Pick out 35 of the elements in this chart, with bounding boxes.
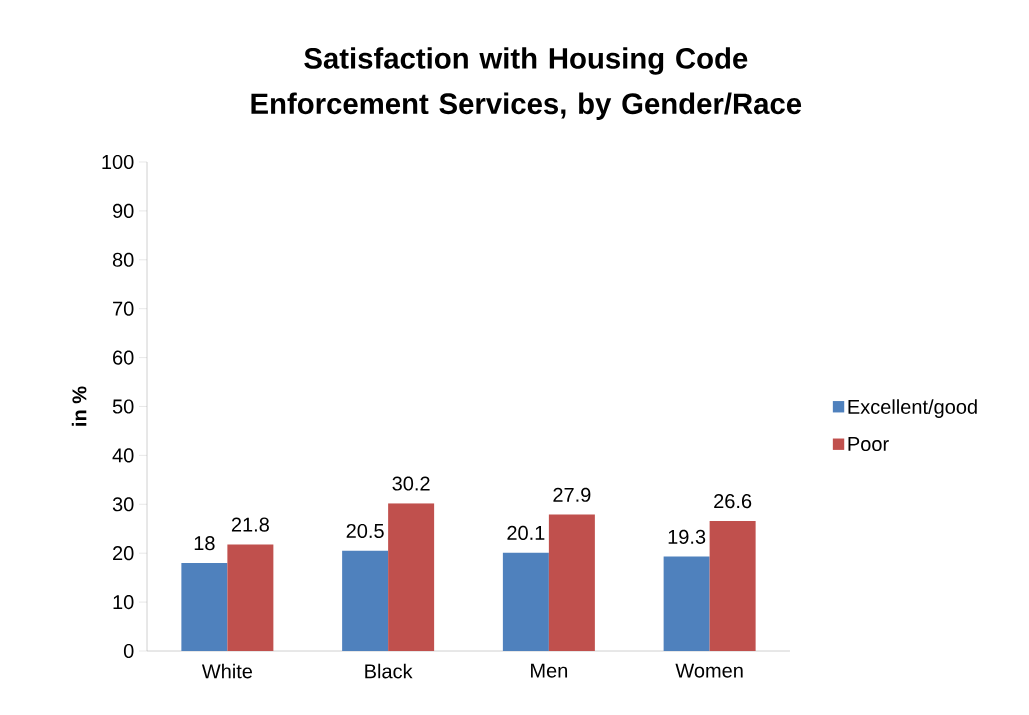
x-tick-label: Men	[531, 663, 568, 678]
x-tick-label: White	[201, 663, 253, 679]
y-tick-label: 100	[102, 154, 134, 170]
y-tick-label: 70	[113, 301, 134, 316]
data-label: 27.9	[553, 487, 591, 502]
data-label: 30.2	[392, 476, 430, 491]
y-tick-label: 90	[112, 203, 134, 218]
y-tick-label: 0	[123, 643, 134, 659]
y-tick-label: 30	[112, 497, 134, 512]
data-label: 20.5	[346, 523, 384, 539]
bar	[663, 556, 710, 651]
y-tick-label: 20	[113, 546, 134, 561]
bar	[181, 562, 228, 651]
x-tick-label: Women	[675, 663, 743, 678]
y-tick-label: 60	[113, 350, 134, 365]
data-label: 21.8	[231, 517, 269, 532]
bar	[388, 503, 435, 651]
y-axis-title: in %	[71, 386, 87, 426]
bar	[548, 514, 595, 651]
data-label: 18	[194, 536, 215, 551]
legend-label: Poor	[848, 437, 889, 452]
data-label: 19.3	[668, 529, 706, 544]
x-tick-label: Black	[365, 663, 413, 679]
bar	[502, 552, 549, 651]
y-tick-label: 80	[112, 252, 134, 267]
legend-label: Excellent/good	[848, 399, 977, 418]
y-tick-label: 50	[112, 399, 134, 414]
chart-title: Satisfaction with Housing Code Enforcement Services, by Gender/Race	[251, 47, 802, 120]
bar	[227, 544, 274, 651]
bar	[342, 550, 389, 651]
bar	[709, 520, 756, 651]
data-label: 20.1	[507, 525, 545, 540]
y-tick-label: 40	[112, 448, 134, 463]
data-label: 26.6	[714, 494, 752, 509]
y-tick-label: 10	[113, 595, 134, 610]
